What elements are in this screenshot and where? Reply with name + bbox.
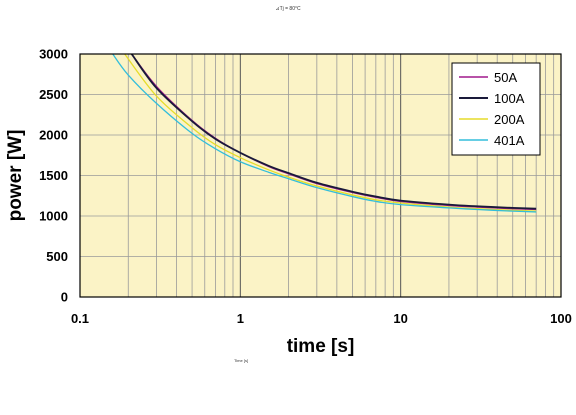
- x-tick-label: 0.1: [71, 311, 89, 326]
- legend-label-200A: 200A: [494, 112, 525, 127]
- y-tick-label: 3000: [39, 47, 68, 62]
- series-line-401A: [112, 54, 537, 213]
- y-tick-label: 2000: [39, 128, 68, 143]
- legend-label-50A: 50A: [494, 70, 517, 85]
- y-tick-label: 1000: [39, 209, 68, 224]
- x-axis-label: time [s]: [287, 336, 355, 357]
- y-tick-label: 2500: [39, 87, 68, 102]
- legend: 50A 100A 200A 401A: [451, 62, 541, 156]
- x-tick-label: 10: [393, 311, 407, 326]
- y-tick-label: 1500: [39, 168, 68, 183]
- series-line-200A: [124, 54, 537, 212]
- series-layer: [112, 54, 537, 213]
- x-tick-labels: 0.1 1 10 100: [71, 311, 572, 326]
- y-tick-labels: 0 500 1000 1500 2000 2500 3000: [39, 47, 68, 305]
- plot-frame: [79, 53, 562, 298]
- legend-label-100A: 100A: [494, 91, 525, 106]
- header-note: ⊿Tj = 80°C: [275, 6, 301, 12]
- x-tick-label: 100: [550, 311, 572, 326]
- legend-label-401A: 401A: [494, 133, 525, 148]
- y-tick-label: 0: [61, 290, 68, 305]
- y-axis-label: power [W]: [5, 130, 26, 222]
- x-tick-label: 1: [237, 311, 244, 326]
- footer-note: Time [s]: [234, 358, 249, 363]
- series-line-100A: [130, 54, 537, 210]
- y-tick-label: 500: [46, 249, 68, 264]
